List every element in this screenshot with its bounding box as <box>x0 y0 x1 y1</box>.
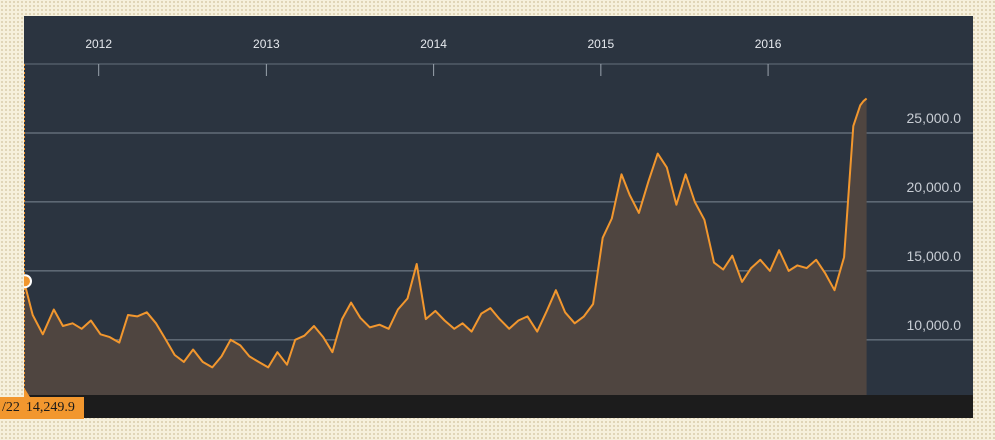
crosshair-pointer <box>24 389 30 397</box>
price-chart: 2012 2013 2014 2015 2016 25,000.0 20,000.0 15,… <box>24 16 973 418</box>
crosshair-date-flag: /22 14,249.9 <box>0 397 84 419</box>
crosshair-date-label: /22 <box>2 400 20 415</box>
marker-layer <box>24 64 32 397</box>
x-tick-label-2014: 2014 <box>420 37 447 51</box>
x-tick-label-2016: 2016 <box>755 37 782 51</box>
y-tick-label-1: 20,000.0 <box>907 179 962 195</box>
x-tick-label-2012: 2012 <box>85 37 112 51</box>
y-tick-label-0: 25,000.0 <box>907 110 962 126</box>
series-line <box>24 97 868 369</box>
area-layer <box>24 98 867 395</box>
x-tick-label-2015: 2015 <box>587 37 614 51</box>
y-axis: 25,000.0 20,000.0 15,000.0 10,000.0 <box>907 110 962 333</box>
series-area <box>24 98 867 395</box>
x-axis-header <box>24 16 973 64</box>
line-layer <box>24 97 868 369</box>
x-axis: 2012 2013 2014 2015 2016 <box>24 16 973 418</box>
bottom-bar <box>24 395 973 418</box>
y-tick-label-2: 15,000.0 <box>907 248 962 264</box>
y-tick-label-3: 10,000.0 <box>907 317 962 333</box>
crosshair-value-label: 14,249.9 <box>25 400 75 415</box>
crosshair-point[interactable] <box>24 274 32 289</box>
chart-panel: 2012 2013 2014 2015 2016 25,000.0 20,000.0 15,… <box>24 16 973 418</box>
x-tick-label-2013: 2013 <box>253 37 280 51</box>
